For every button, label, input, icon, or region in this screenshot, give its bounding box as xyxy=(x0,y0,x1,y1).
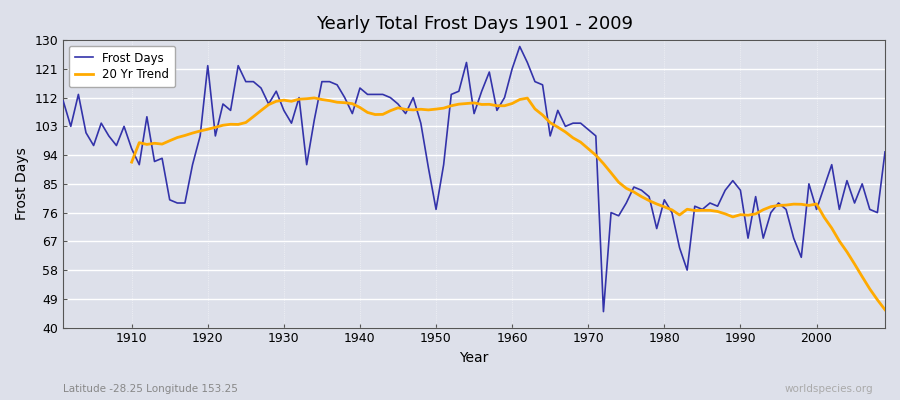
X-axis label: Year: Year xyxy=(459,351,489,365)
Frost Days xyxy=(514,44,525,49)
Y-axis label: Frost Days: Frost Days xyxy=(15,148,29,220)
Line: 20 Yr Trend: 20 Yr Trend xyxy=(131,98,885,310)
Text: Latitude -28.25 Longitude 153.25: Latitude -28.25 Longitude 153.25 xyxy=(63,384,238,394)
20 Yr Trend xyxy=(271,99,282,104)
Frost Days xyxy=(598,309,608,314)
Frost Days xyxy=(500,95,510,100)
Text: worldspecies.org: worldspecies.org xyxy=(785,384,873,394)
20 Yr Trend xyxy=(309,96,320,100)
Frost Days xyxy=(879,150,890,154)
Frost Days xyxy=(58,98,68,103)
Frost Days xyxy=(119,124,130,129)
20 Yr Trend xyxy=(879,307,890,312)
20 Yr Trend xyxy=(522,96,533,100)
20 Yr Trend xyxy=(826,226,837,230)
Title: Yearly Total Frost Days 1901 - 2009: Yearly Total Frost Days 1901 - 2009 xyxy=(316,15,633,33)
20 Yr Trend xyxy=(850,262,860,266)
Legend: Frost Days, 20 Yr Trend: Frost Days, 20 Yr Trend xyxy=(69,46,175,87)
20 Yr Trend xyxy=(302,96,312,101)
Frost Days xyxy=(613,213,624,218)
Frost Days xyxy=(332,82,343,87)
Frost Days xyxy=(507,66,517,71)
20 Yr Trend xyxy=(126,160,137,164)
Frost Days xyxy=(286,121,297,126)
20 Yr Trend xyxy=(583,146,594,151)
Line: Frost Days: Frost Days xyxy=(63,46,885,312)
